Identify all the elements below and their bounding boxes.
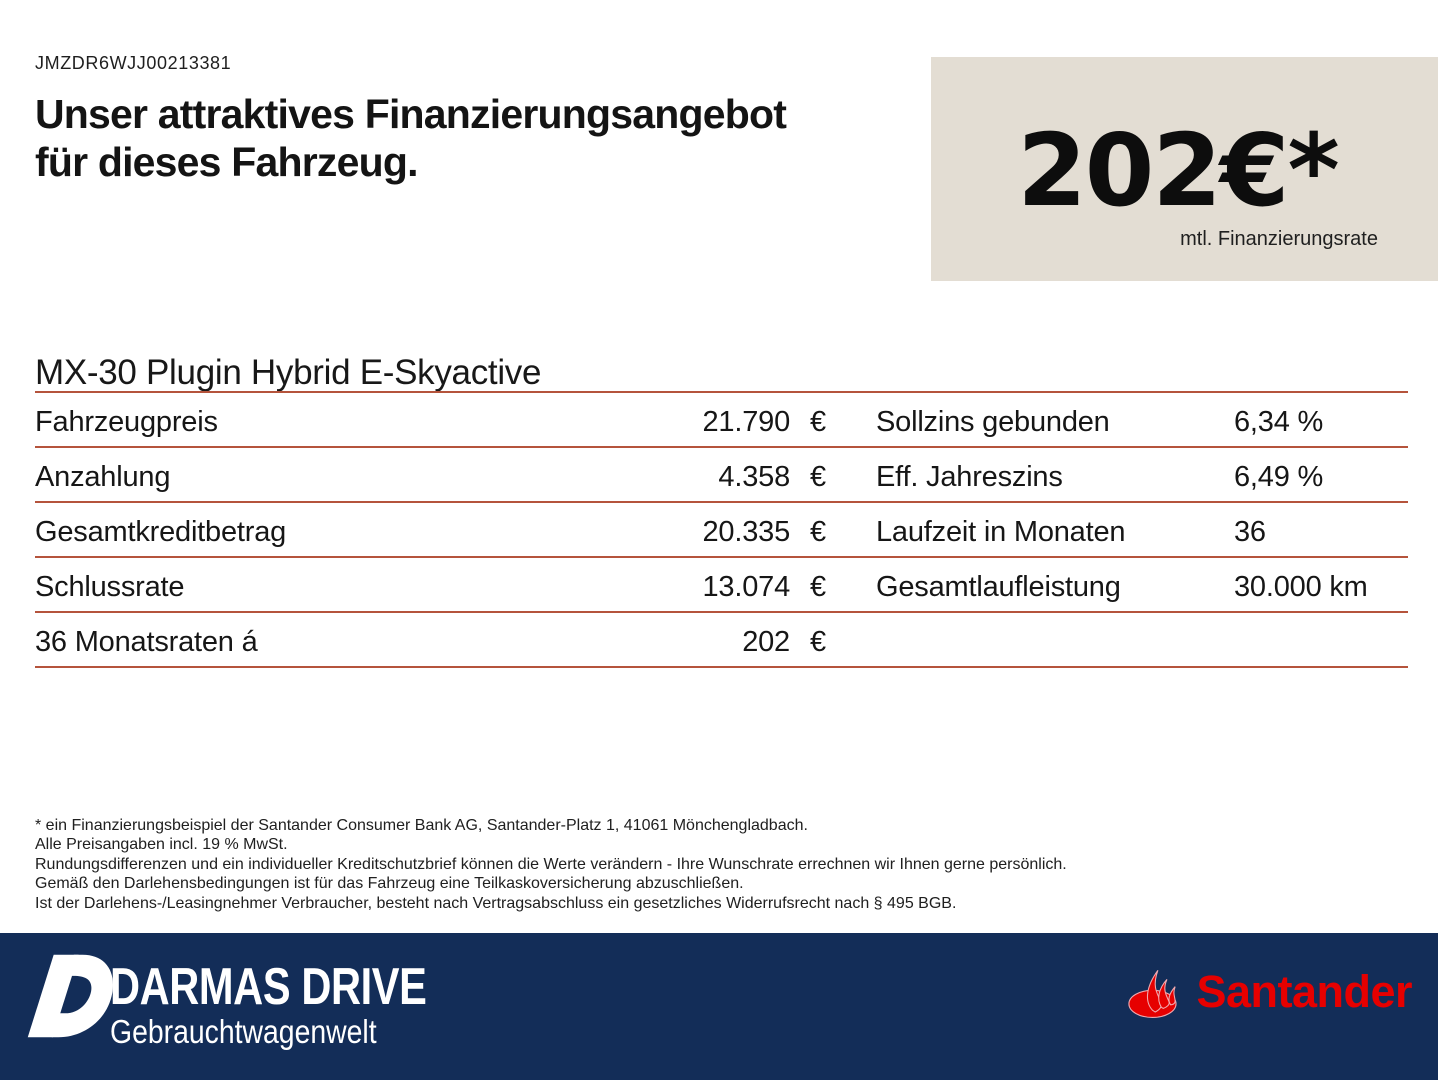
legal-footnotes: * ein Finanzierungsbeispiel der Santande… [35,816,1295,913]
dealer-subtitle: Gebrauchtwagenwelt [110,1013,377,1050]
row-unit: € [810,571,826,603]
row-label: 36 Monatsraten á [35,626,258,658]
page-title-line2: für dieses Fahrzeug. [35,139,419,185]
darmas-drive-logo-icon [27,954,113,1038]
row-value: 6,49 % [1234,461,1324,493]
row-label: Laufzeit in Monaten [876,516,1126,548]
row-value: 30.000 km [1234,571,1368,603]
table-cell-group: 36 Monatsraten á 202 € [35,626,830,659]
table-cell-group: Anzahlung 4.358 € [35,461,830,494]
row-label: Gesamtlaufleistung [876,571,1121,603]
footnote-line: Ist der Darlehens-/Leasingnehmer Verbrau… [35,894,957,912]
table-cell-group: Fahrzeugpreis 21.790 € [35,406,830,439]
row-value: 4.358 [718,461,790,493]
table-cell-group: Eff. Jahreszins 6,49 % [830,461,1408,494]
row-value: 13.074 [702,571,791,603]
row-value: 20.335 [702,516,791,548]
row-unit: € [810,406,826,438]
row-value: 21.790 [702,406,791,438]
row-label: Anzahlung [35,461,171,493]
page-title: Unser attraktives Finanzierungsangebot f… [35,90,935,186]
santander-logo: Santander [1128,965,1412,1021]
monthly-rate-caption: mtl. Finanzierungsrate [1180,228,1378,250]
vehicle-vin: JMZDR6WJJ00213381 [35,53,232,73]
table-row: Schlussrate 13.074 € Gesamtlaufleistung … [35,558,1408,613]
row-value: 6,34 % [1234,406,1324,438]
row-unit: € [810,626,826,658]
footnote-line: Rundungsdifferenzen und ein individuelle… [35,855,1067,873]
row-label: Sollzins gebunden [876,406,1110,438]
table-cell-group: Gesamtkreditbetrag 20.335 € [35,516,830,549]
row-label: Fahrzeugpreis [35,406,218,438]
footnote-line: Alle Preisangaben incl. 19 % MwSt. [35,836,288,854]
row-label: Gesamtkreditbetrag [35,516,287,548]
footnote-line: Gemäß den Darlehensbedingungen ist für d… [35,875,744,893]
row-label: Eff. Jahreszins [876,461,1063,493]
row-unit: € [810,461,826,493]
table-cell-group: Sollzins gebunden 6,34 % [830,406,1408,439]
row-label: Schlussrate [35,571,185,603]
footnote-line: * ein Finanzierungsbeispiel der Santande… [35,817,808,834]
table-row: Fahrzeugpreis 21.790 € Sollzins gebunden… [35,393,1408,448]
bank-name: Santander [1196,965,1412,1017]
financing-table: Fahrzeugpreis 21.790 € Sollzins gebunden… [35,391,1408,668]
dealer-name: DARMAS DRIVE [110,958,427,1016]
vehicle-title: MX-30 Plugin Hybrid E-Skyactive [35,353,542,392]
table-cell-group: Schlussrate 13.074 € [35,571,830,604]
table-row: Gesamtkreditbetrag 20.335 € Laufzeit in … [35,503,1408,558]
page-title-line1: Unser attraktives Finanzierungsangebot [35,91,787,137]
row-value: 36 [1234,516,1266,548]
table-row: 36 Monatsraten á 202 € [35,613,1408,668]
table-row: Anzahlung 4.358 € Eff. Jahreszins 6,49 % [35,448,1408,503]
footer-bar: DARMAS DRIVE Gebrauchtwagenwelt Santande… [0,933,1438,1080]
table-cell-group: Gesamtlaufleistung 30.000 km [830,571,1408,604]
monthly-rate-amount: 202€* [1017,112,1340,229]
table-cell-group: Laufzeit in Monaten 36 [830,516,1408,549]
santander-flame-icon [1128,970,1178,1019]
row-unit: € [810,516,826,548]
monthly-rate-box: 202€* mtl. Finanzierungsrate [931,57,1438,281]
row-value: 202 [742,626,790,658]
